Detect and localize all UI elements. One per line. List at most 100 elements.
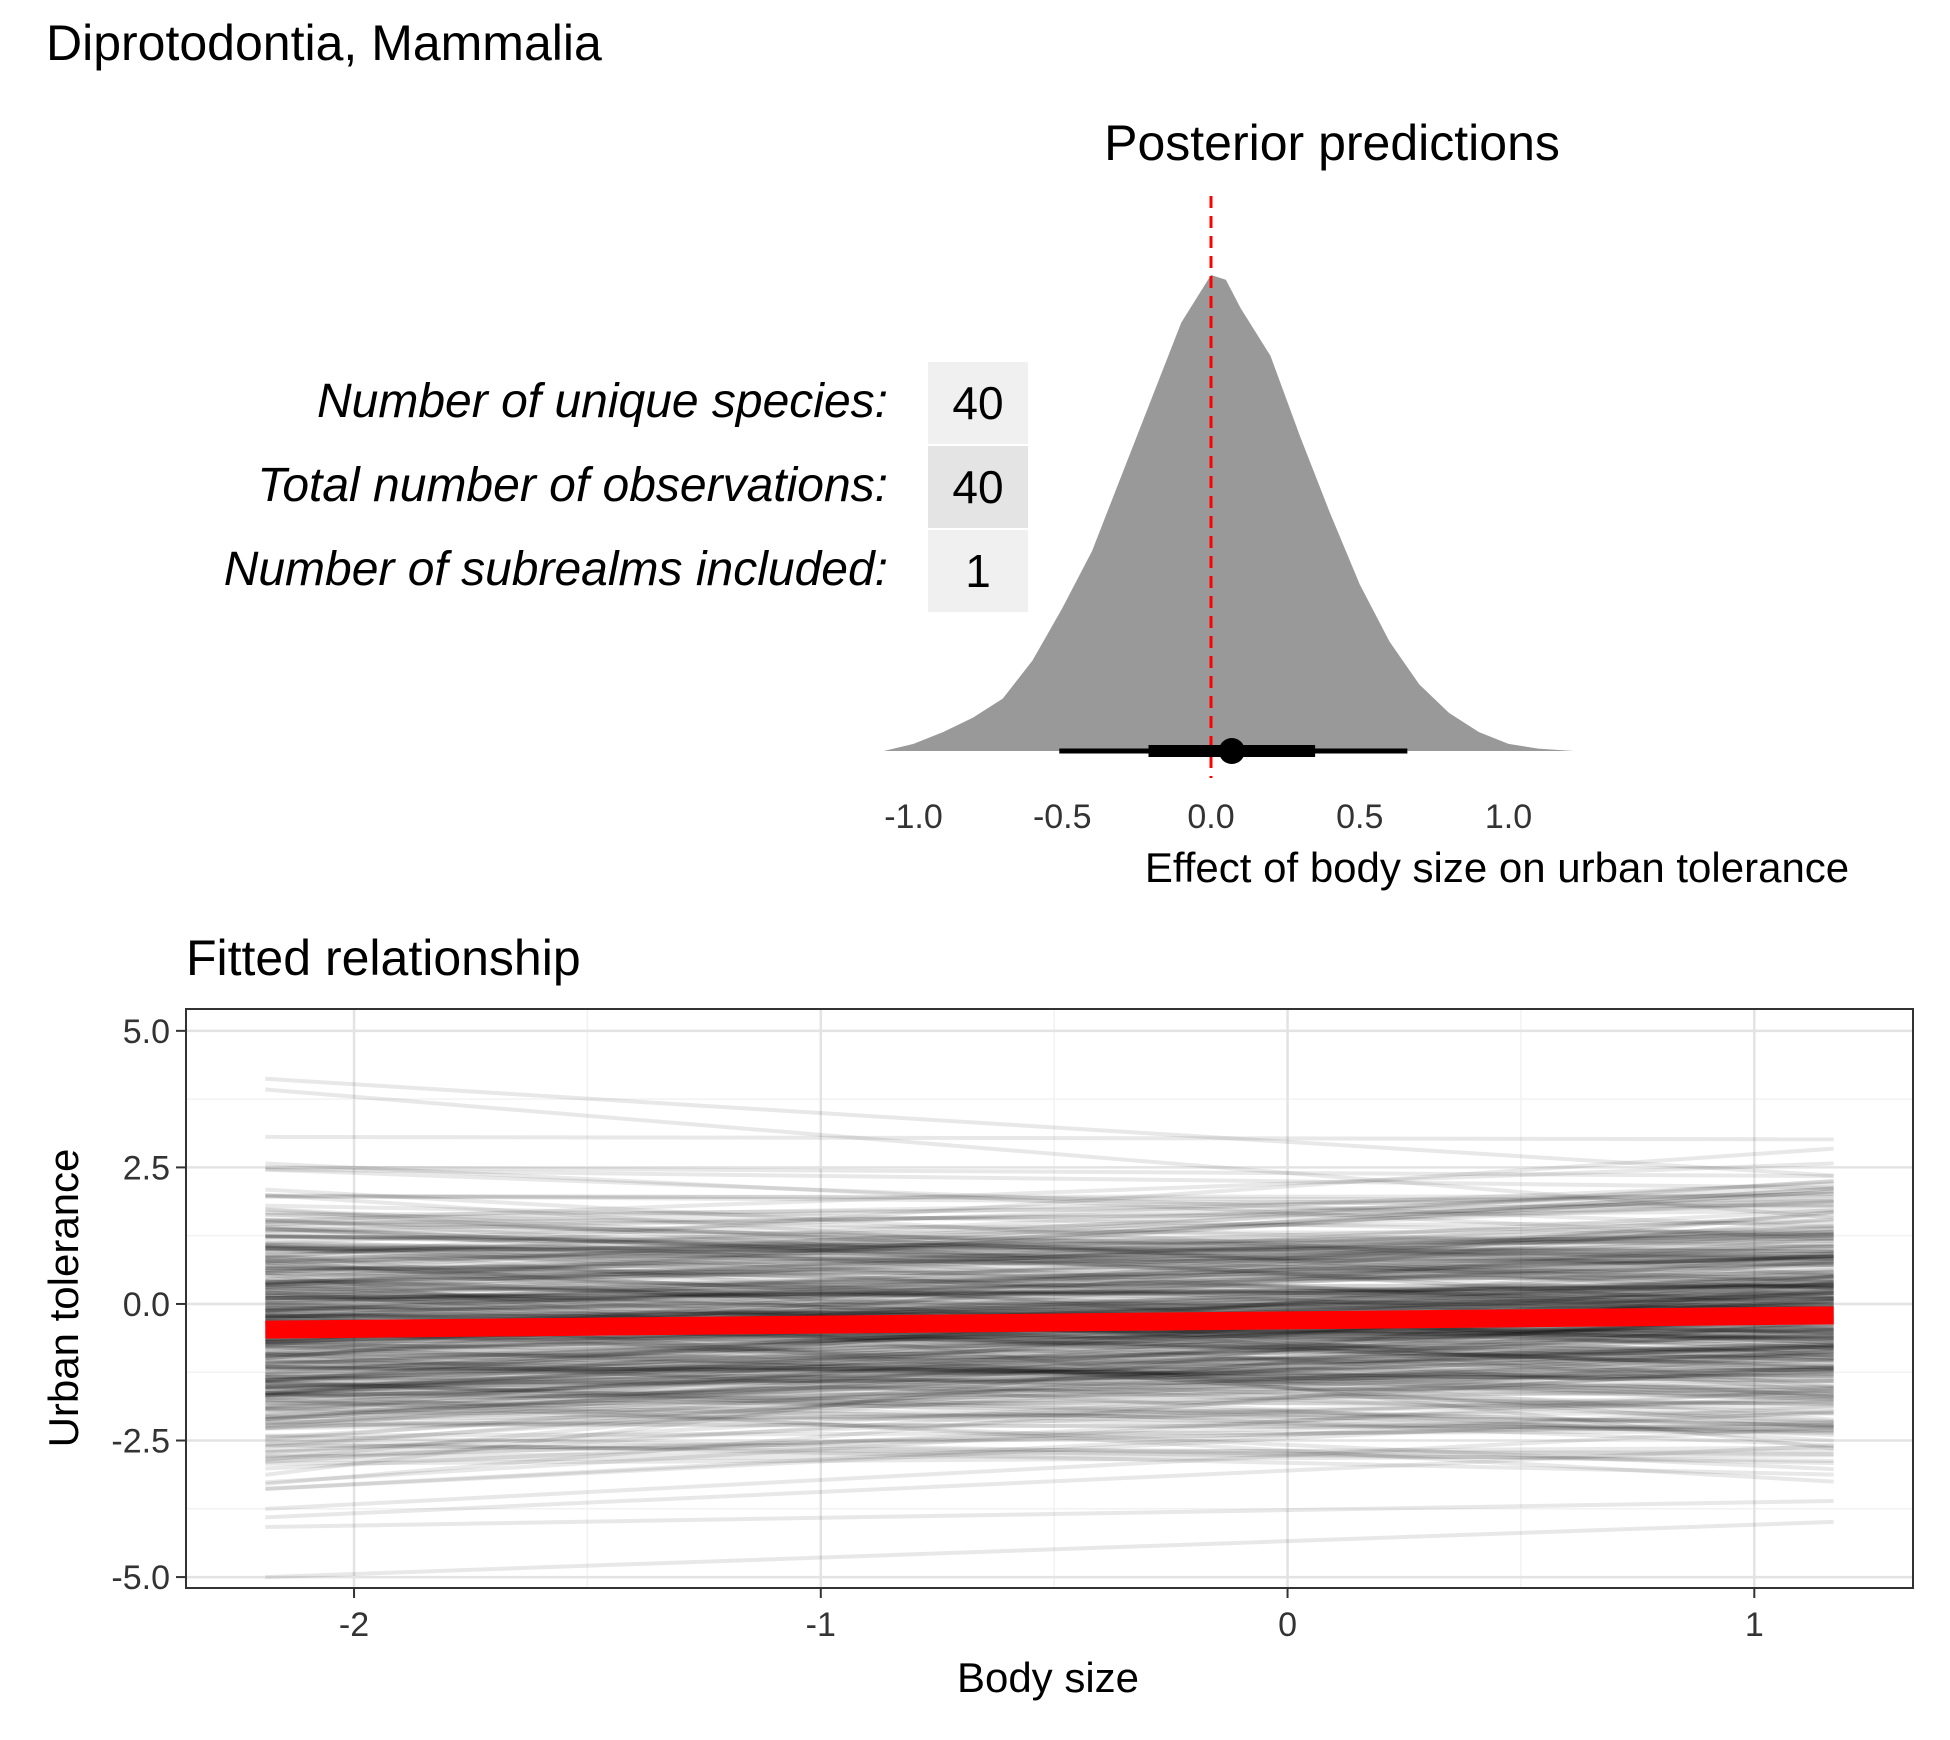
fitted-draw-line (265, 1366, 1834, 1404)
fitted-draw-line (265, 1381, 1834, 1429)
fitted-draw-line (265, 1198, 1834, 1233)
fitted-draw-line (265, 1309, 1834, 1431)
fitted-draw-line (265, 1187, 1834, 1277)
fitted-draw-line (265, 1186, 1834, 1285)
fitted-draw-line (265, 1270, 1834, 1301)
fitted-draw-line (265, 1348, 1834, 1447)
fitted-draw-line (265, 1254, 1834, 1271)
fitted-draw-line (265, 1189, 1834, 1289)
fitted-draw-line (265, 1366, 1834, 1372)
fitted-draw-line (265, 1385, 1834, 1407)
fitted-draw-line (265, 1235, 1834, 1361)
fitted-draw-line (265, 1379, 1834, 1437)
fitted-draw-line (265, 1321, 1834, 1366)
fitted-draw-line (265, 1445, 1834, 1459)
fitted-draw-line (265, 1390, 1834, 1484)
fitted-draw-line (265, 1345, 1834, 1380)
fitted-draw-line (265, 1251, 1834, 1285)
fitted-draw-line (265, 1234, 1834, 1254)
fitted-draw-line (265, 1349, 1834, 1409)
fitted-ytick-label: -5.0 (111, 1559, 170, 1597)
fitted-draw-line (265, 1284, 1834, 1304)
fitted-draw-line (265, 1243, 1834, 1271)
fitted-draw-line (265, 1409, 1834, 1491)
fitted-draw-line (265, 1369, 1834, 1411)
fitted-draw-line (265, 1241, 1834, 1267)
fitted-draw-line (265, 1519, 1834, 1580)
fitted-draw-line (265, 1284, 1834, 1302)
fitted-draw-line (265, 1367, 1834, 1390)
fitted-draw-line (265, 1189, 1834, 1287)
fitted-draw-line (265, 1234, 1834, 1242)
fitted-draw-line (265, 1359, 1834, 1421)
fitted-draw-line (265, 1349, 1834, 1486)
fitted-draw-line (265, 1352, 1834, 1364)
fitted-draw-line (265, 1224, 1834, 1301)
fitted-draw-line (265, 1270, 1834, 1282)
fitted-draw-line (265, 1235, 1834, 1259)
fitted-draw-line (265, 1218, 1834, 1266)
fitted-draw-line (265, 1274, 1834, 1416)
fitted-draw-line (265, 1195, 1834, 1258)
fitted-draw-line (265, 1283, 1834, 1312)
fitted-draw-line (265, 1285, 1834, 1298)
fitted-draw-line (265, 1442, 1834, 1463)
fitted-draw-line (265, 1207, 1834, 1311)
fitted-draw-line (265, 1248, 1834, 1278)
fitted-draw-line (265, 1408, 1834, 1434)
fitted-draw-line (265, 1272, 1834, 1451)
stat-value-species: 40 (928, 362, 1028, 444)
fitted-draw-line (265, 1365, 1834, 1379)
fitted-draw-line (265, 1242, 1834, 1312)
fitted-xlabel: Body size (957, 1654, 1139, 1701)
fitted-draw-line (265, 1434, 1834, 1466)
fitted-draw-line (265, 1253, 1834, 1313)
fitted-draw-line (265, 1373, 1834, 1386)
fitted-draw-line (265, 1281, 1834, 1315)
fitted-draw-line (265, 1212, 1834, 1301)
fitted-draw-line (265, 1340, 1834, 1393)
fitted-draw-line (265, 1325, 1834, 1450)
fitted-draw-line (265, 1255, 1834, 1303)
fitted-draw-line (265, 1311, 1834, 1409)
fitted-draw-line (265, 1291, 1834, 1324)
posterior-xtick-label: 1.0 (1485, 798, 1532, 836)
fitted-draw-line (265, 1443, 1834, 1457)
stat-label-observations: Total number of observations: (257, 459, 888, 512)
fitted-draw-line (265, 1263, 1834, 1311)
fitted-draw-line (265, 1351, 1834, 1443)
fitted-draw-line (265, 1191, 1834, 1222)
fitted-draw-line (265, 1390, 1834, 1411)
fitted-draw-line (265, 1411, 1834, 1460)
fitted-draw-line (265, 1429, 1834, 1438)
fitted-draw-line (265, 1367, 1834, 1382)
fitted-draw-line (265, 1322, 1834, 1352)
fitted-draw-line (265, 1265, 1834, 1274)
fitted-draw-line (265, 1282, 1834, 1306)
fitted-draw-line (265, 1345, 1834, 1395)
fitted-draw-line (265, 1328, 1834, 1397)
fitted-draw-line (265, 1422, 1834, 1454)
fitted-draw-line (265, 1207, 1834, 1296)
posterior-xlabel: Effect of body size on urban tolerance (1145, 844, 1849, 891)
stat-value-observations: 40 (928, 446, 1028, 528)
fitted-draw-line (265, 1217, 1834, 1308)
fitted-draw-line (265, 1344, 1834, 1403)
fitted-draw-line (265, 1266, 1834, 1311)
fitted-draw-line (265, 1236, 1834, 1264)
fitted-draw-line (265, 1351, 1834, 1389)
fitted-draw-line (265, 1266, 1834, 1282)
fitted-draw-line (265, 1224, 1834, 1313)
fitted-draw-line (265, 1261, 1834, 1296)
fitted-draw-line (265, 1253, 1834, 1320)
fitted-draw-line (265, 1391, 1834, 1429)
fitted-draw-line (265, 1289, 1834, 1375)
fitted-draw-line (265, 1310, 1834, 1423)
fitted-draw-line (265, 1273, 1834, 1288)
fitted-draw-line (265, 1244, 1834, 1285)
fitted-draw-line (265, 1342, 1834, 1370)
fitted-draw-line (265, 1344, 1834, 1397)
fitted-draw-line (265, 1318, 1834, 1426)
fitted-draw-line (265, 1343, 1834, 1360)
fitted-draw-line (265, 1167, 1834, 1229)
